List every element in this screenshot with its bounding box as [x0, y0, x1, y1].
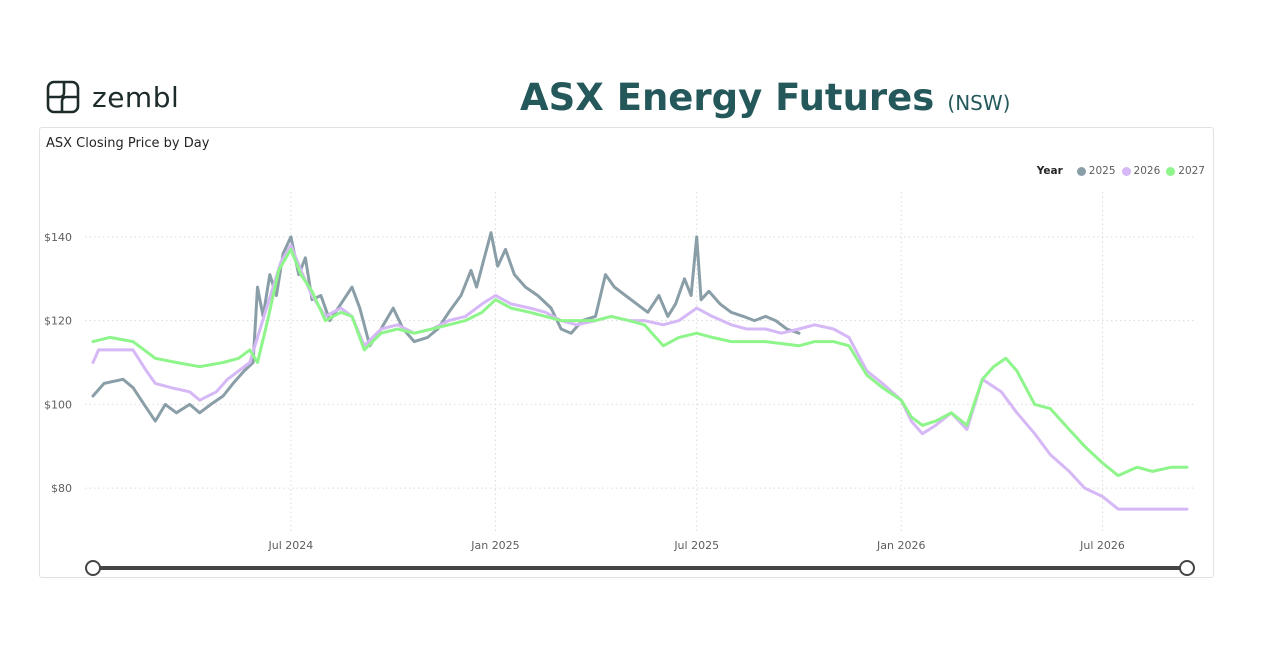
series-line-2025 — [91, 231, 801, 423]
chart-card: ASX Closing Price by Day Year 2025 2026 … — [39, 127, 1214, 578]
legend-item-2026[interactable]: 2026 — [1121, 165, 1161, 177]
legend-dot-2027 — [1166, 166, 1176, 176]
legend-item-2027[interactable]: 2027 — [1166, 165, 1205, 177]
y-tick-label: $80 — [51, 482, 72, 495]
range-slider-start-handle[interactable] — [85, 560, 101, 576]
x-tick-label: Jul 2025 — [673, 539, 719, 552]
y-tick-label: $140 — [44, 231, 72, 244]
range-slider-end-handle[interactable] — [1179, 560, 1195, 576]
y-tick-label: $100 — [44, 398, 72, 411]
x-tick-label: Jan 2026 — [876, 539, 925, 552]
x-tick-label: Jul 2024 — [268, 539, 314, 552]
chart-title: ASX Closing Price by Day — [46, 136, 210, 151]
x-tick-label: Jan 2025 — [470, 539, 519, 552]
brand-name: zembl — [92, 80, 180, 114]
zembl-logo-icon — [46, 80, 80, 114]
legend-label-2027: 2027 — [1178, 165, 1205, 177]
legend-label-2025: 2025 — [1088, 165, 1116, 177]
legend-label-2026: 2026 — [1133, 165, 1161, 177]
page-title-text: ASX Energy Futures — [520, 76, 935, 119]
legend-dot-2025 — [1076, 166, 1086, 176]
series-line-2026 — [91, 243, 1189, 511]
y-tick-label: $120 — [44, 315, 72, 328]
legend-title: Year — [1036, 165, 1063, 177]
legend-dot-2026 — [1121, 166, 1131, 176]
page-title: ASX Energy Futures (NSW) — [520, 76, 1010, 119]
legend-item-2025[interactable]: 2025 — [1076, 165, 1116, 177]
region-label: (NSW) — [947, 91, 1011, 115]
series-line-2027 — [91, 247, 1189, 478]
legend: Year 2025 2026 2027 — [1037, 165, 1205, 177]
brand-logo: zembl — [46, 80, 179, 114]
x-tick-label: Jul 2026 — [1079, 539, 1125, 552]
